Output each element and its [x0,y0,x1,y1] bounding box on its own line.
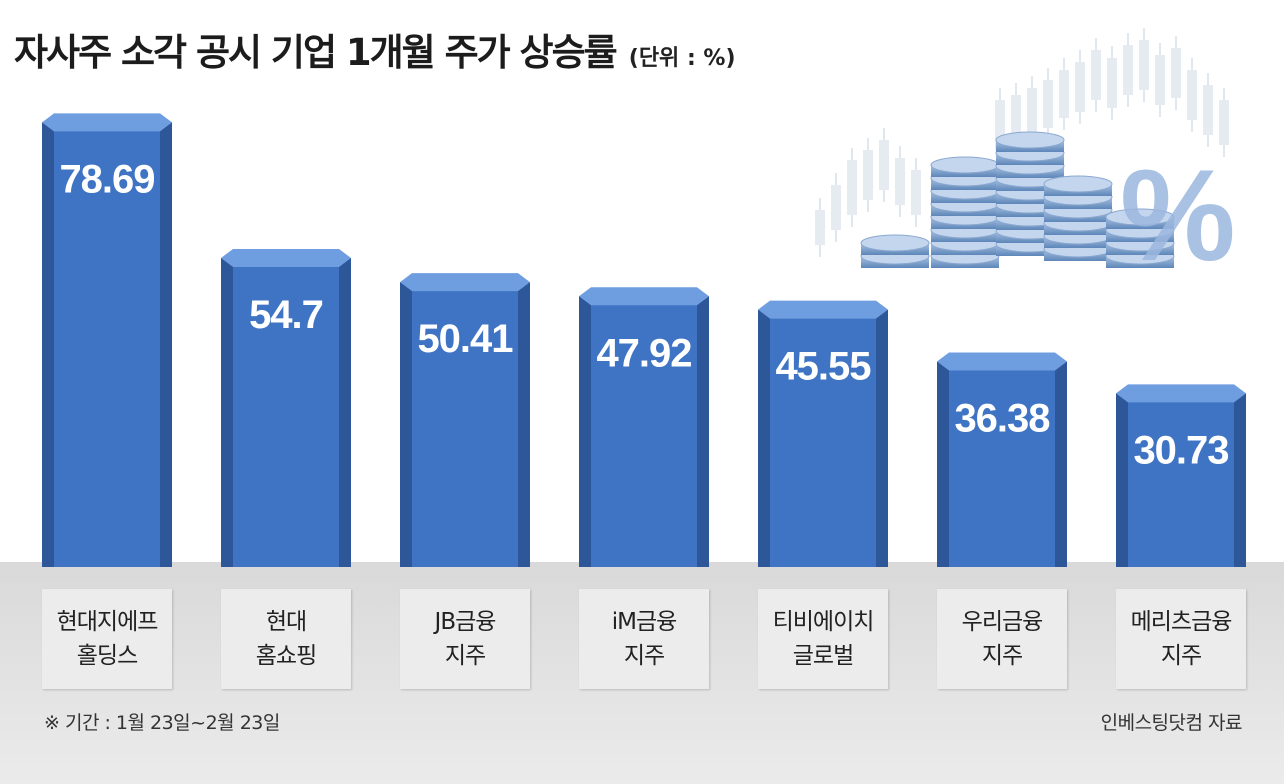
candle-body [815,210,825,245]
bar-1: 54.7 [221,248,351,567]
category-label-box-1: 현대 홈쇼핑 [221,589,351,689]
coin-top [1105,208,1175,226]
category-label-3: iM금융 지주 [611,609,678,669]
bar-top [1116,384,1246,403]
category-label-4: 티비에이치 글로벌 [772,609,875,669]
candle-body [1075,62,1085,112]
bar-top [400,273,530,292]
category-label-box-4: 티비에이치 글로벌 [758,589,888,689]
bar-front [54,122,160,568]
candle-body [1043,80,1053,128]
candle-body [895,158,905,205]
percent-symbol-graphic: % [1120,142,1236,288]
candle-body [1107,58,1117,108]
value-label-2: 50.41 [417,317,513,361]
candle-body [1091,50,1101,100]
bar-2: 50.41 [400,273,530,567]
value-label-5: 36.38 [954,396,1050,440]
category-label-box-2: JB금융 지주 [400,589,530,689]
bar-6: 30.73 [1116,384,1246,567]
chart-title-row: 자사주 소각 공시 기업 1개월 주가 상승률 (단위 : %) [14,22,736,76]
candle-body [879,140,889,190]
bar-top [937,352,1067,371]
coin-top [1043,175,1113,193]
candle-body [1171,48,1181,98]
candle-body [995,100,1005,150]
category-label-5: 우리금융 지주 [961,609,1044,669]
candle-body [1011,95,1021,140]
candle-body [863,150,873,200]
coin-top [930,156,1000,174]
bar-4: 45.55 [758,300,888,567]
value-label-0: 78.69 [59,157,154,201]
candle-body [1187,70,1197,120]
candle-body [911,170,921,215]
period-footnote: ※ 기간 : 1월 23일~2월 23일 [44,712,280,734]
value-label-4: 45.55 [775,345,871,389]
candle-body [1027,88,1037,135]
candle-body [1155,55,1165,105]
source-note: 인베스팅닷컴 자료 [1100,712,1243,734]
bar-front [1128,393,1234,567]
category-label-box-6: 메리츠금융 지주 [1116,589,1246,689]
bar-top [758,300,888,319]
bar-0: 78.69 [42,113,172,568]
bar-5: 36.38 [937,352,1067,567]
bar-front [233,257,339,567]
bar-front [770,309,876,567]
unit-label: (단위 : %) [628,46,736,71]
bar-front [591,296,697,567]
category-label-2: JB금융 지주 [434,609,497,669]
candle-body [831,185,841,230]
candle-body [1123,45,1133,95]
candle-body [1059,70,1069,118]
candle-body [847,160,857,215]
category-label-1: 현대 홈쇼핑 [255,609,317,669]
category-label-6: 메리츠금융 지주 [1130,609,1233,669]
value-label-6: 30.73 [1133,428,1228,472]
value-label-3: 47.92 [596,331,691,375]
bar-group: 78.69 54.7 50.41 47.92 45.55 36.38 30.73 [42,113,1246,568]
category-label-box-0: 현대지에프 홀딩스 [42,589,172,689]
bar-front [412,282,518,567]
value-label-1: 54.7 [249,293,323,337]
category-label-box-3: iM금융 지주 [579,589,709,689]
chart-title: 자사주 소각 공시 기업 1개월 주가 상승률 [14,31,618,74]
bar-3: 47.92 [579,287,709,567]
bar-top [579,287,709,306]
coin-top [995,131,1065,149]
coin-top [860,234,930,252]
candle-body [1203,85,1213,135]
candle-body [1139,40,1149,90]
candle-body [1219,100,1229,145]
coins-illustration: % [815,28,1236,288]
category-label-box-5: 우리금융 지주 [937,589,1067,689]
category-label-0: 현대지에프 홀딩스 [56,609,159,669]
bar-top [42,113,172,132]
bar-front [949,361,1055,567]
bar-top [221,248,351,267]
